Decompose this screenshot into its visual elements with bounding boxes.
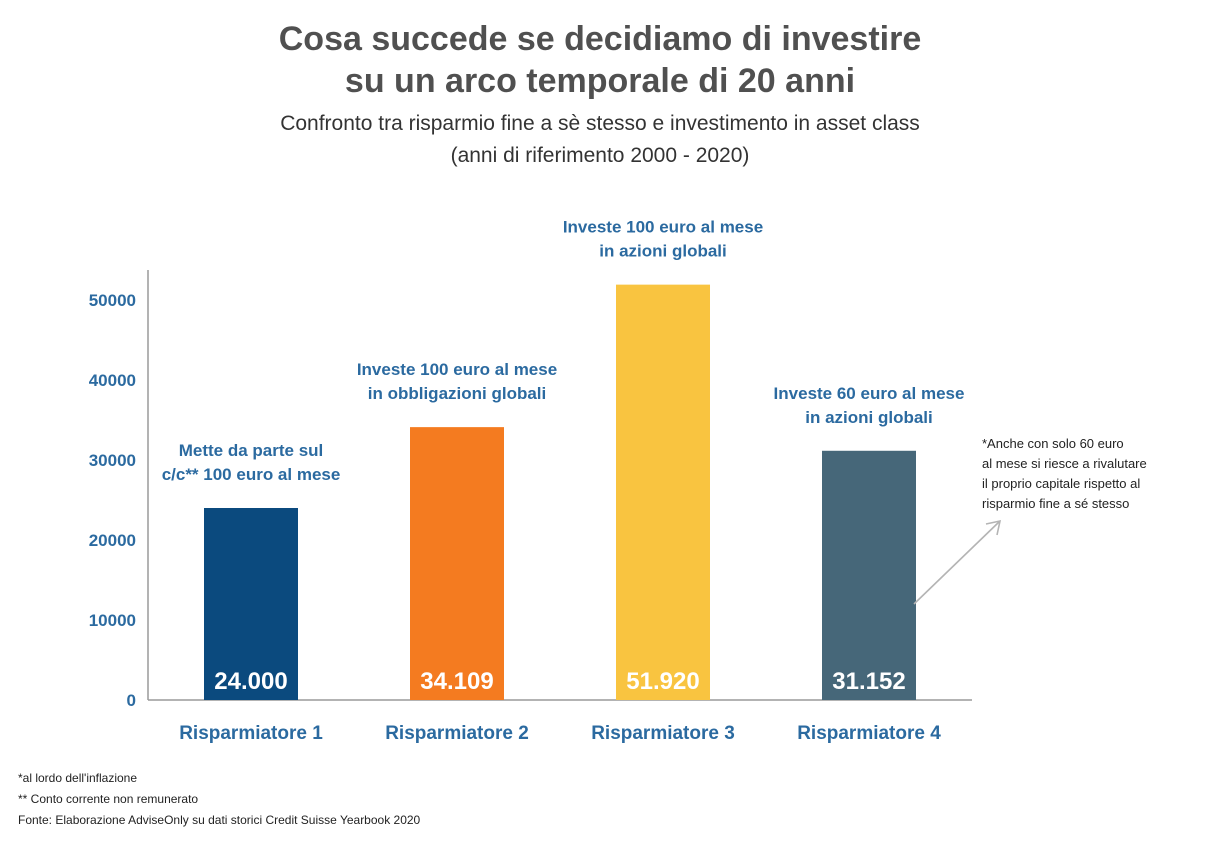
chart-title-line-1: Cosa succede se decidiamo di investire	[278, 20, 922, 58]
chart-subtitle-line-1: Confronto tra risparmio fine a sè stesso…	[280, 112, 920, 135]
bar-annotation: Investe 60 euro al mese	[774, 384, 965, 403]
bar	[410, 427, 504, 700]
x-category-label: Risparmiatore 1	[179, 723, 323, 744]
bar-value-label: 51.920	[626, 668, 699, 695]
side-note-arrow-head	[985, 519, 1002, 536]
bar-annotation: Mette da parte sul	[179, 441, 324, 460]
bar	[616, 284, 710, 700]
bar	[204, 508, 298, 700]
chart-subtitle: Confronto tra risparmio fine a sè stesso…	[0, 108, 1200, 172]
bar	[822, 450, 916, 700]
side-note: *Anche con solo 60 euro al mese si riesc…	[982, 434, 1202, 514]
bar-value-label: 24.000	[214, 668, 287, 695]
x-category-label: Risparmiatore 3	[591, 723, 735, 744]
bar-annotation: Investe 100 euro al mese	[563, 218, 763, 237]
y-tick-label: 20000	[89, 531, 136, 550]
side-note-line: risparmio fine a sé stesso	[982, 496, 1130, 511]
y-tick-label: 0	[127, 691, 136, 710]
footnotes: *al lordo dell'inflazione ** Conto corre…	[18, 768, 420, 831]
bar-annotation: in obbligazioni globali	[368, 384, 546, 403]
chart-title: Cosa succede se decidiamo di investire s…	[0, 18, 1200, 102]
y-tick-label: 50000	[89, 291, 136, 310]
y-tick-label: 40000	[89, 371, 136, 390]
chart-subtitle-line-2: (anni di riferimento 2000 - 2020)	[450, 144, 750, 167]
side-note-line: al mese si riesce a rivalutare	[982, 456, 1147, 471]
bar-annotation: Investe 100 euro al mese	[357, 360, 557, 379]
x-category-label: Risparmiatore 4	[797, 723, 941, 744]
footnote-conto-corrente: ** Conto corrente non remunerato	[18, 792, 199, 806]
footnote-inflation: *al lordo dell'inflazione	[18, 771, 138, 785]
chart-title-line-2: su un arco temporale di 20 anni	[344, 62, 856, 100]
y-tick-label: 30000	[89, 451, 136, 470]
x-category-label: Risparmiatore 2	[385, 723, 529, 744]
bar-annotation: in azioni globali	[805, 408, 933, 427]
bar-annotation: c/c** 100 euro al mese	[162, 465, 341, 484]
footnote-source: Fonte: Elaborazione AdviseOnly su dati s…	[18, 813, 421, 827]
side-note-line: *Anche con solo 60 euro	[982, 436, 1124, 451]
bar-value-label: 34.109	[420, 668, 493, 695]
side-note-arrow-shaft	[913, 520, 1001, 605]
y-tick-label: 10000	[89, 611, 136, 630]
bar-value-label: 31.152	[832, 668, 905, 695]
side-note-line: il proprio capitale rispetto al	[982, 476, 1141, 491]
bar-annotation: in azioni globali	[599, 242, 727, 261]
